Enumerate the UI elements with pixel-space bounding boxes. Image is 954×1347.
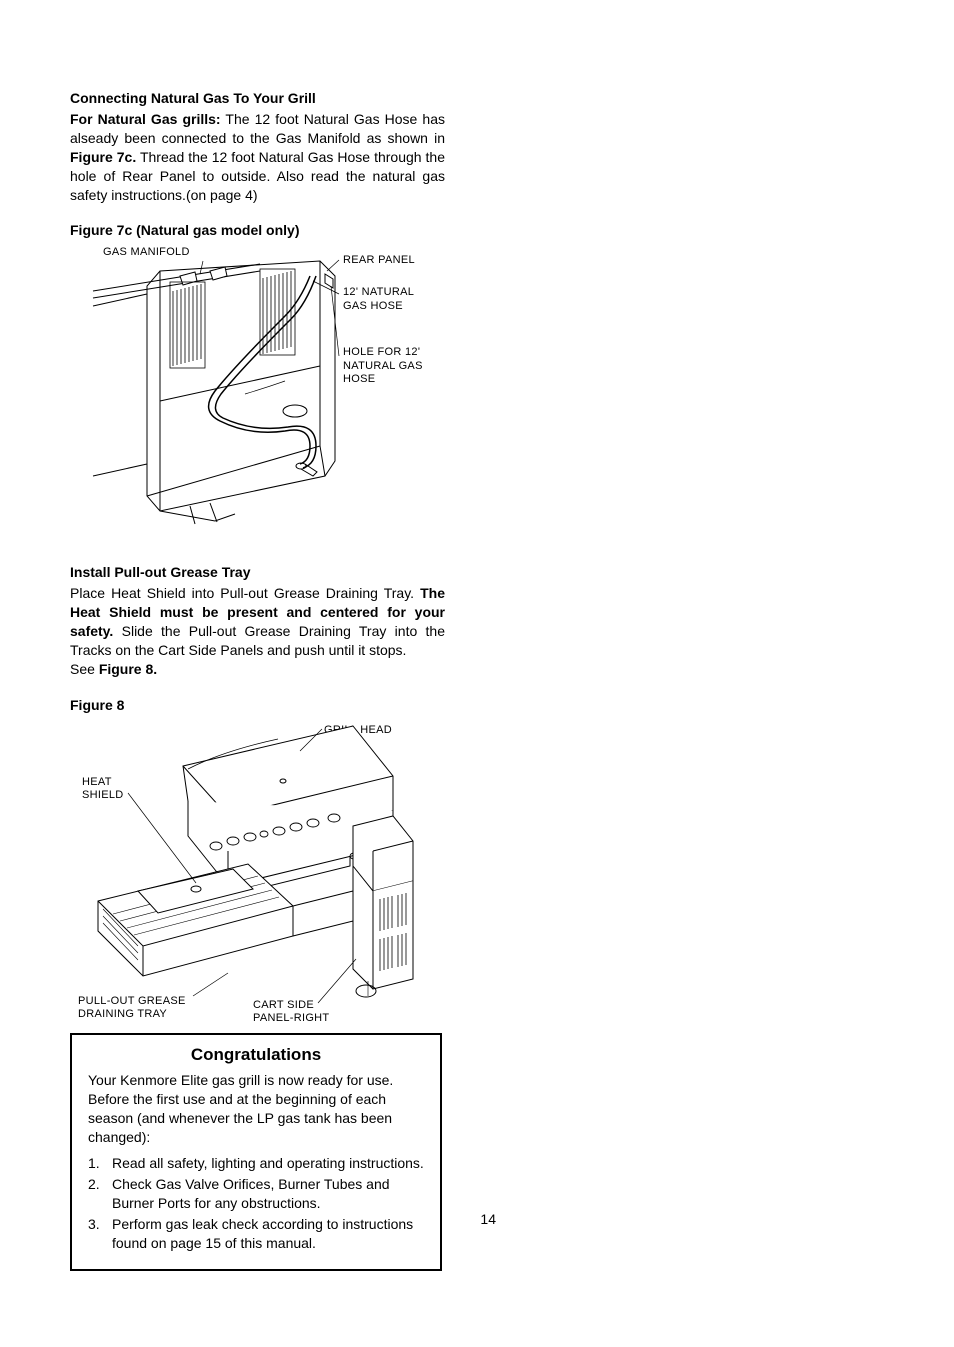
label-hole: HOLE FOR 12' NATURAL GAS HOSE xyxy=(343,346,433,386)
figure8-diagram xyxy=(78,721,438,1016)
figure7c-caption: Figure 7c (Natural gas model only) xyxy=(70,222,445,238)
fig-ref: Figure 7c. xyxy=(70,149,136,165)
page-number: 14 xyxy=(480,1211,496,1227)
figure7c-diagram xyxy=(85,246,345,536)
install-title: Install Pull-out Grease Tray xyxy=(70,564,445,580)
see-text: See xyxy=(70,661,99,677)
install-body: Place Heat Shield into Pull-out Grease D… xyxy=(70,584,445,678)
congratulations-box: Congratulations Your Kenmore Elite gas g… xyxy=(70,1033,442,1271)
connecting-body: For Natural Gas grills: The 12 foot Natu… xyxy=(70,110,445,204)
congrats-item-2: 2.Check Gas Valve Orifices, Burner Tubes… xyxy=(88,1175,424,1213)
congrats-list: 1.Read all safety, lighting and operatin… xyxy=(88,1154,424,1252)
t2: Slide the Pull-out Grease Draining Tray … xyxy=(70,623,445,658)
page-content: Connecting Natural Gas To Your Grill For… xyxy=(0,0,505,1311)
congrats-item-3: 3.Perform gas leak check according to in… xyxy=(88,1215,424,1253)
congrats-intro: Your Kenmore Elite gas grill is now read… xyxy=(88,1071,424,1147)
lead-bold: For Natural Gas grills: xyxy=(70,111,221,127)
figure7c-container: GAS MANIFOLD REAR PANEL 12' NATURAL GAS … xyxy=(85,246,445,536)
label-gas-hose: 12' NATURAL GAS HOSE xyxy=(343,286,423,312)
figure8-container: GRILL HEAD HEAT SHIELD PULL-OUT GREASE D… xyxy=(78,721,448,1021)
connecting-title: Connecting Natural Gas To Your Grill xyxy=(70,90,445,106)
label-rear-panel: REAR PANEL xyxy=(343,254,415,267)
congrats-title: Congratulations xyxy=(88,1045,424,1065)
figure8-caption: Figure 8 xyxy=(70,697,445,713)
fig8-ref: Figure 8. xyxy=(99,661,157,677)
congrats-item-1: 1.Read all safety, lighting and operatin… xyxy=(88,1154,424,1173)
t1: Place Heat Shield into Pull-out Grease D… xyxy=(70,585,420,601)
